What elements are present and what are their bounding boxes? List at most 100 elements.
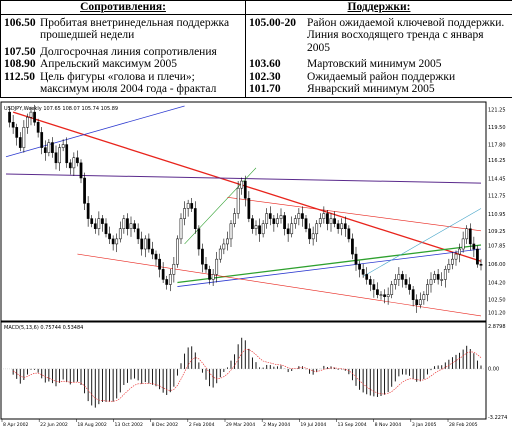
candle-body (222, 243, 226, 250)
price-tick-label: 109.25 (488, 229, 506, 235)
candle-body (247, 198, 251, 219)
candle-body (365, 274, 369, 280)
candle-body (215, 258, 219, 275)
price-tick-label: 102.50 (488, 298, 506, 304)
candle-body (72, 157, 76, 169)
price-tick-label: 116.25 (488, 158, 506, 164)
time-tick-label: 8 Nov 2004 (375, 422, 402, 428)
candle-body (108, 233, 111, 240)
price-tick-label: 106.00 (488, 262, 506, 268)
candle-body (183, 208, 186, 219)
candle-body (40, 132, 44, 148)
candle-body (429, 279, 433, 285)
candle-body (197, 228, 201, 250)
candle-body (165, 279, 169, 285)
candle-body (308, 228, 311, 240)
candle-body (372, 284, 376, 290)
resistance-item: 108.90 Апрельский максимум 2005 (4, 58, 178, 70)
candle-body (61, 144, 65, 148)
candle-body (254, 225, 258, 229)
candle-body (265, 213, 269, 224)
time-tick-label: 2 May 2004 (263, 422, 290, 428)
price-axis: 121.25 119.50 117.80 116.25 114.45 112.75 110.… (488, 107, 506, 316)
candle-body (361, 269, 365, 275)
candle-body (15, 127, 19, 138)
candle-body (76, 157, 79, 164)
lower-parallel-line (77, 253, 482, 317)
candle-body (33, 111, 36, 123)
candle-body (251, 218, 254, 229)
candle-body (390, 284, 394, 295)
candle-body (358, 263, 361, 270)
candle-body (461, 238, 465, 250)
time-tick-label: 13 Oct 2002 (115, 422, 143, 428)
candle-body (83, 177, 86, 204)
candle-body (447, 263, 451, 270)
candle-body (418, 299, 422, 306)
candle-body (383, 294, 386, 297)
candle-body (143, 238, 147, 250)
candle-body (440, 279, 444, 281)
candle-body (283, 215, 286, 229)
price-tick-label: 117.80 (488, 142, 506, 148)
candle-body (397, 274, 401, 280)
macd-tick-label: 0.00 (488, 367, 499, 373)
candlestick-pane: USDJPY,Weekly 107.65 108.07 105.74 105.8… (0, 101, 506, 322)
candle-body (129, 223, 133, 229)
candle-body (376, 289, 379, 295)
candle-body (147, 238, 151, 250)
candle-body (290, 223, 294, 235)
support-item: 103.60 Мартовский минимум 2005 (249, 58, 442, 70)
candle-body (304, 218, 308, 229)
candle-body (101, 218, 104, 224)
candle-body (411, 289, 415, 300)
candle-body (118, 228, 122, 240)
candle-body (176, 238, 179, 265)
candle-body (158, 258, 161, 270)
macd-axis: 2.8798 0.00 -3.2274 (488, 324, 507, 421)
candle-body (479, 263, 483, 266)
candle-body (154, 253, 158, 260)
candle-body (472, 243, 476, 250)
candle-body (261, 223, 265, 235)
candle-body (133, 223, 136, 229)
time-tick-label: 8 Dec 2002 (152, 422, 179, 428)
candle-body (476, 248, 479, 265)
candle-body (443, 269, 447, 280)
candle-body (268, 213, 272, 219)
candle-body (36, 122, 40, 133)
time-tick-label: 22 Jun 2002 (40, 422, 68, 428)
candle-body (68, 162, 72, 169)
candle-body (29, 111, 33, 118)
candle-body (286, 228, 290, 235)
candle-body (226, 238, 229, 245)
macd-title: MACD(5,13,6) 0.75744 0.53484 (4, 325, 83, 331)
candle-body (90, 218, 94, 224)
projection-line (362, 208, 482, 277)
time-tick-label: 29 Mar 2004 (226, 422, 255, 428)
candle-body (111, 238, 115, 245)
candle-body (401, 274, 404, 280)
candle-body (468, 228, 472, 245)
support-item: 102.30 Ожидаемый район поддержки (249, 70, 456, 83)
candle-body (258, 225, 261, 235)
macd-signal-line (12, 349, 482, 402)
candle-body (343, 223, 347, 229)
resistance-item: 106.50 Пробитая внетринедельная поддержка… (4, 16, 230, 42)
channel-lower-line (177, 248, 482, 287)
candle-body (11, 122, 15, 128)
macd-tick-label: -3.2274 (488, 415, 507, 421)
levels-table: Сопротивления: Поддержки: 106.50 Пробитая… (0, 0, 512, 98)
price-tick-label: 114.45 (488, 176, 506, 182)
candle-body (54, 152, 58, 164)
candle-body (272, 218, 276, 224)
candle-body (58, 147, 61, 164)
descending-line (227, 197, 482, 232)
time-axis: 8 Apr 2002 22 Jun 2002 18 Aug 2002 13 Oct 2… (1, 419, 478, 428)
candles (8, 104, 483, 313)
trend-lines (5, 105, 482, 317)
candle-body (329, 218, 333, 224)
candle-body (168, 274, 172, 285)
resistance-item: 107.50 Долгосрочная линия сопротивления (4, 45, 217, 58)
candle-body (458, 248, 461, 255)
